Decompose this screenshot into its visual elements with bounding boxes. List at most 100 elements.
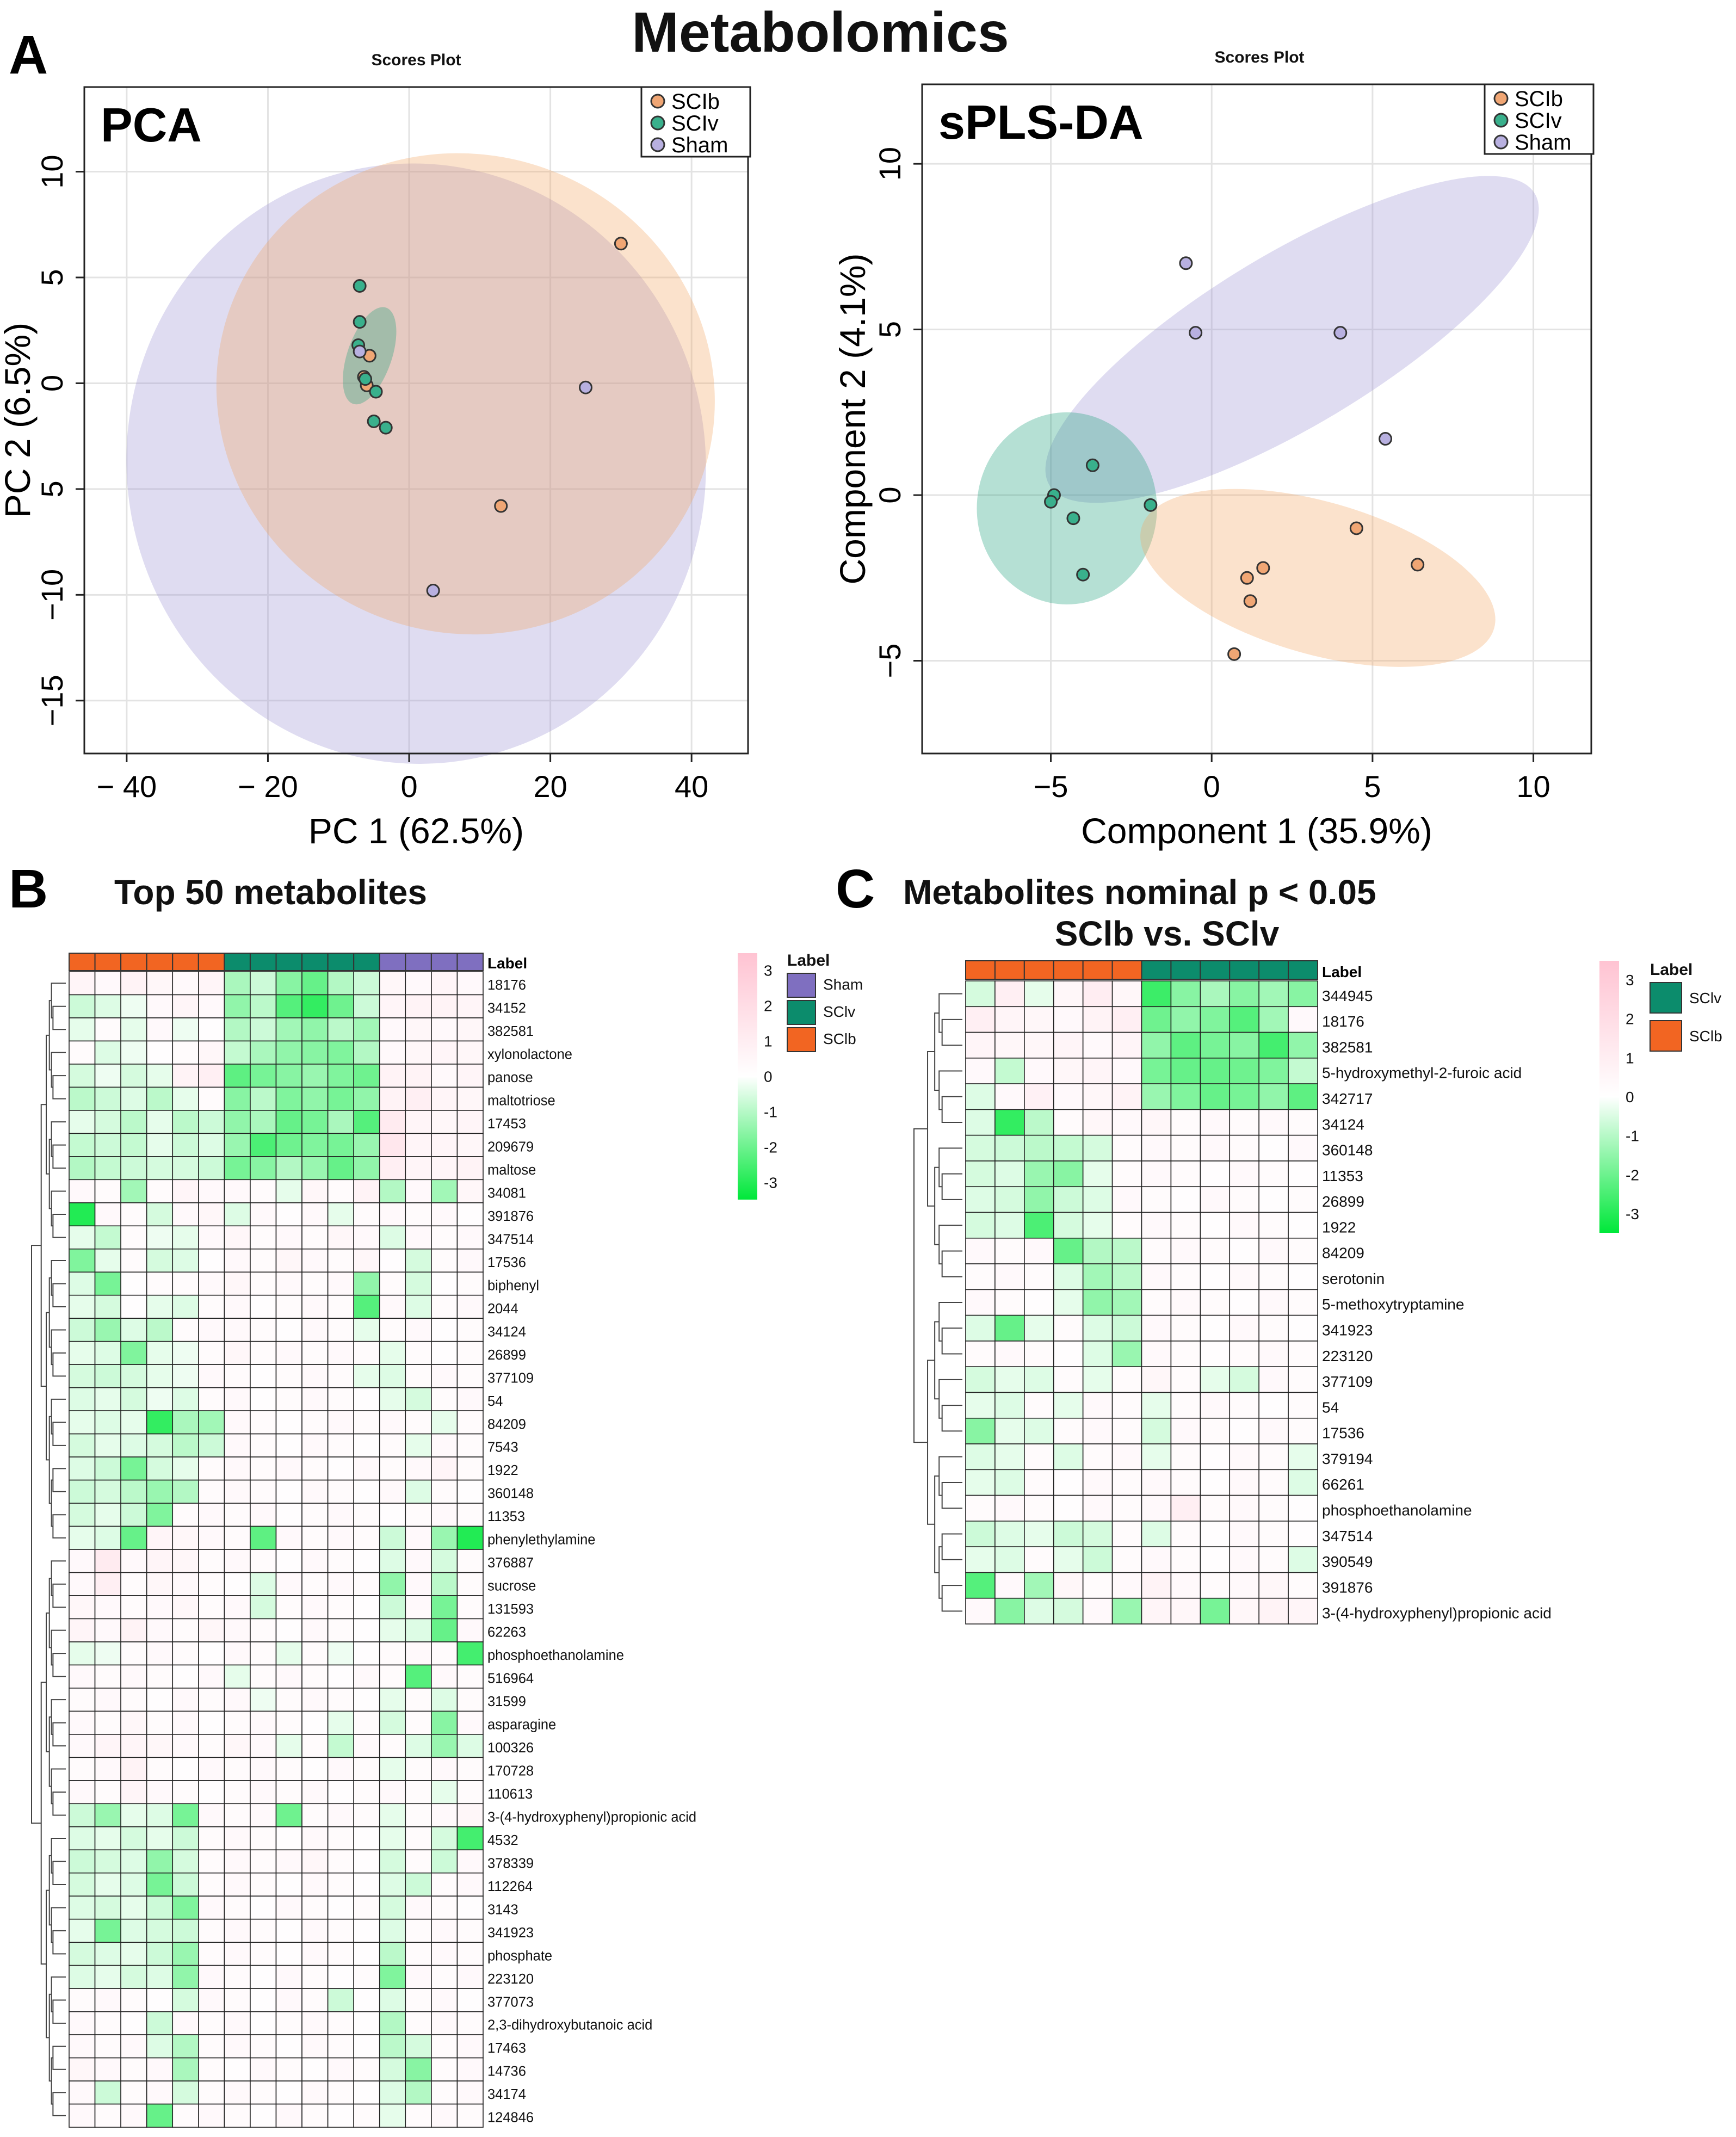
heatmap-cell: [456, 1525, 484, 1550]
x-tick-label: 0: [400, 769, 417, 804]
heatmap-cell: [275, 1364, 302, 1388]
heatmap-cell: [327, 1110, 354, 1134]
heatmap-cell: [1200, 1058, 1231, 1084]
heatmap-cell: [94, 1202, 121, 1227]
row-label: 391876: [487, 1209, 534, 1224]
heatmap-title: Metabolites nominal p < 0.05: [903, 873, 1376, 912]
heatmap-cell: [1229, 1109, 1259, 1136]
group-annotation-cell-sclv: [1170, 960, 1201, 980]
heatmap-cell: [1288, 1314, 1318, 1342]
heatmap-cell: [224, 1618, 251, 1642]
heatmap-cell: [146, 1318, 174, 1342]
heatmap-cell: [172, 1664, 199, 1689]
heatmap-cell: [172, 2011, 199, 2035]
heatmap-cell: [456, 1710, 484, 1735]
heatmap-cell: [379, 1688, 406, 1712]
heatmap-cell: [353, 1641, 380, 1666]
heatmap-cell: [301, 1872, 329, 1897]
heatmap-cell: [1170, 1314, 1201, 1342]
heatmap-cell: [146, 1757, 174, 1781]
heatmap-cell: [1258, 1417, 1289, 1444]
heatmap-cell: [172, 2057, 199, 2082]
heatmap-cell: [198, 2011, 225, 2035]
heatmap-cell: [1229, 1314, 1259, 1342]
heatmap-cell: [1200, 1006, 1231, 1033]
row-label: 516964: [487, 1671, 534, 1687]
heatmap-cell: [327, 1688, 354, 1712]
heatmap-cell: [69, 1734, 96, 1758]
heatmap-cell: [172, 1595, 199, 1620]
heatmap-cell: [120, 1341, 147, 1365]
heatmap-cell: [353, 1549, 380, 1573]
heatmap-cell: [94, 2057, 121, 2082]
heatmap-cell: [172, 1271, 199, 1296]
heatmap-cell: [301, 1294, 329, 1319]
heatmap-cell: [224, 1133, 251, 1157]
heatmap-cell: [69, 1294, 96, 1319]
heatmap-cell: [94, 1271, 121, 1296]
heatmap-cell: [69, 1572, 96, 1596]
heatmap-cell: [405, 1780, 432, 1805]
heatmap-cell: [353, 1525, 380, 1550]
heatmap-cell: [1258, 1469, 1289, 1496]
heatmap-cell: [146, 1248, 174, 1273]
heatmap-cell: [69, 1479, 96, 1504]
heatmap-cell: [379, 1040, 406, 1065]
heatmap-cell: [456, 2080, 484, 2105]
heatmap-cell: [1053, 1289, 1084, 1316]
heatmap-cell: [353, 1271, 380, 1296]
heatmap-cell: [456, 1410, 484, 1435]
heatmap-cell: [198, 1040, 225, 1065]
heatmap-cell: [327, 1849, 354, 1874]
heatmap-cell: [1288, 1289, 1318, 1316]
heatmap-cell: [965, 1109, 996, 1136]
heatmap-cell: [1053, 1314, 1084, 1342]
heatmap-cell: [94, 1895, 121, 1920]
heatmap-cell: [327, 1271, 354, 1296]
heatmap-cell: [1258, 1238, 1289, 1264]
heatmap-cell: [456, 1849, 484, 1874]
heatmap-cell: [250, 1110, 277, 1134]
top50-heatmap: Top 50 metabolites Label 18176 34152 382581 x…: [31, 873, 863, 2128]
heatmap-cell: [456, 2057, 484, 2082]
heatmap-cell: [275, 1225, 302, 1250]
heatmap-cell: [1258, 1058, 1289, 1084]
heatmap-cell: [172, 2034, 199, 2059]
row-label: 209679: [487, 1139, 534, 1154]
heatmap-cell: [405, 1156, 432, 1181]
heatmap-cell: [431, 1872, 458, 1897]
heatmap-cell: [456, 1641, 484, 1666]
heatmap-cell: [224, 1064, 251, 1088]
heatmap-cell: [1082, 1597, 1113, 1625]
heatmap-cell: [1258, 1160, 1289, 1188]
colorbar-tick-label: -3: [1626, 1206, 1639, 1222]
heatmap-cell: [994, 1417, 1025, 1444]
heatmap-cell: [353, 1064, 380, 1088]
colorbar-tick-label: 2: [764, 998, 773, 1015]
heatmap-cell: [405, 1387, 432, 1411]
heatmap-cell: [146, 1202, 174, 1227]
heatmap-cell: [379, 2034, 406, 2059]
heatmap-cell: [301, 1803, 329, 1827]
heatmap-cell: [172, 1803, 199, 1827]
heatmap-cell: [301, 1064, 329, 1088]
heatmap-cell: [1200, 1341, 1231, 1367]
heatmap-cell: [1082, 1494, 1113, 1522]
x-axis-title: Component 1 (35.9%): [1081, 811, 1432, 851]
heatmap-cell: [198, 1225, 225, 1250]
heatmap-cell: [275, 1895, 302, 1920]
heatmap-cell: [120, 1479, 147, 1504]
heatmap-cell: [94, 1734, 121, 1758]
heatmap-cell: [994, 1443, 1025, 1471]
row-label: 17536: [487, 1255, 526, 1270]
heatmap-cell: [327, 1017, 354, 1042]
heatmap-cell: [146, 1942, 174, 1966]
heatmap-cell: [1111, 1109, 1142, 1136]
heatmap-cell: [327, 1780, 354, 1805]
heatmap-cell: [224, 1225, 251, 1250]
heatmap-cell: [198, 1364, 225, 1388]
heatmap-cell: [120, 1872, 147, 1897]
heatmap-cell: [456, 2011, 484, 2035]
row-label: 26899: [1322, 1193, 1364, 1210]
heatmap-cell: [353, 1734, 380, 1758]
